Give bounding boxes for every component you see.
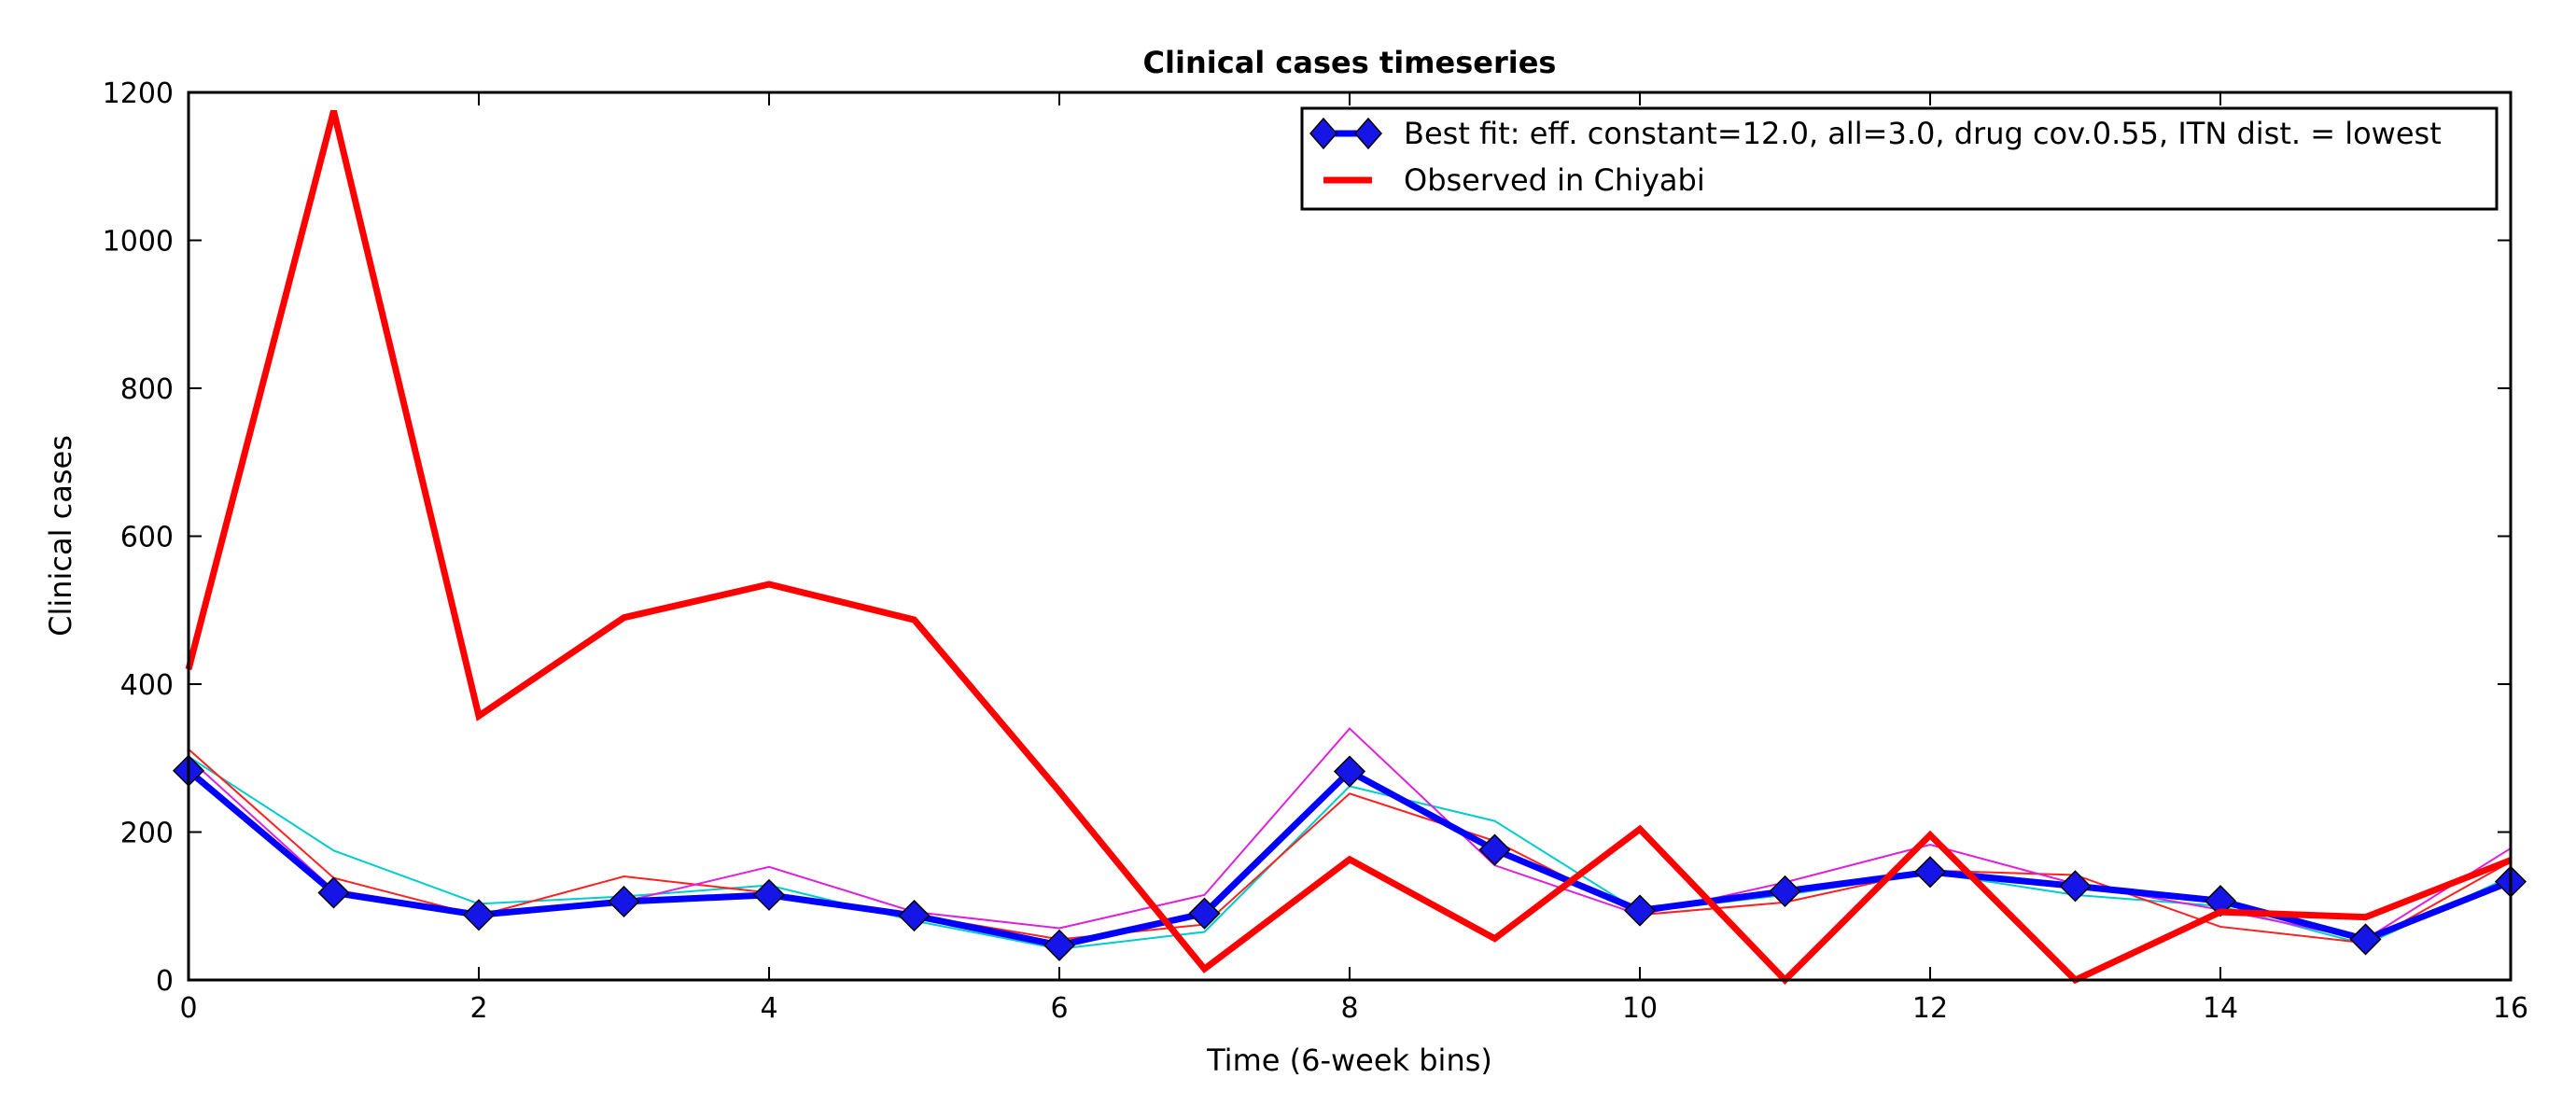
data-point-marker [462, 899, 496, 931]
legend-marker-best-fit-left [1309, 117, 1337, 150]
data-point-marker [1043, 929, 1076, 961]
series-layer [172, 109, 2527, 985]
plot-frame [187, 91, 2513, 982]
series-line-1 [185, 109, 2513, 985]
x-tick-label: 6 [1050, 992, 1068, 1025]
y-tick-label: 200 [120, 818, 174, 850]
data-point-marker [898, 899, 931, 932]
y-axis-title: Clinical cases [43, 435, 78, 637]
data-point-marker [2349, 923, 2382, 956]
data-point-marker [2059, 870, 2092, 903]
y-tick-label: 400 [120, 669, 174, 702]
x-tick-label: 10 [1622, 992, 1658, 1025]
y-tick-label: 600 [120, 522, 174, 554]
legend-marker-best-fit-right [1354, 117, 1382, 150]
legend: Best fit: eff. constant=12.0, all=3.0, d… [1300, 106, 2499, 211]
data-point-marker [608, 885, 640, 918]
x-tick-label: 16 [2493, 992, 2528, 1025]
data-point-marker [1478, 833, 1511, 866]
data-point-marker [1769, 875, 1801, 907]
x-tick-label: 4 [760, 992, 777, 1025]
x-tick-label: 8 [1340, 992, 1358, 1025]
legend-box [1300, 106, 2499, 211]
ticks-layer: 0 2 4 6 8 10 12 14 16 0 200 400 600 800 1000 1200 [103, 77, 2528, 1025]
y-tick-label: 0 [156, 965, 174, 998]
y-tick-label: 1000 [103, 226, 174, 259]
x-tick-label: 14 [2203, 992, 2238, 1025]
data-point-marker [1913, 856, 1947, 889]
x-tick-label: 0 [179, 992, 197, 1025]
data-point-marker [1623, 894, 1657, 927]
y-tick-label: 800 [120, 373, 174, 406]
data-point-marker [1333, 755, 1366, 788]
data-point-marker [1188, 897, 1221, 930]
data-point-marker [752, 878, 786, 911]
x-tick-label: 2 [469, 992, 487, 1025]
legend-label-best-fit: Best fit: eff. constant=12.0, all=3.0, d… [1404, 116, 2442, 151]
y-tick-label: 1200 [103, 77, 174, 110]
x-axis-title: Time (6-week bins) [1206, 1043, 1492, 1078]
chart-title: Clinical cases timeseries [1143, 45, 1557, 80]
data-point-marker [2204, 885, 2237, 917]
data-point-marker [317, 876, 350, 909]
x-tick-label: 12 [1912, 992, 1948, 1025]
legend-label-observed: Observed in Chiyabi [1404, 162, 1705, 198]
